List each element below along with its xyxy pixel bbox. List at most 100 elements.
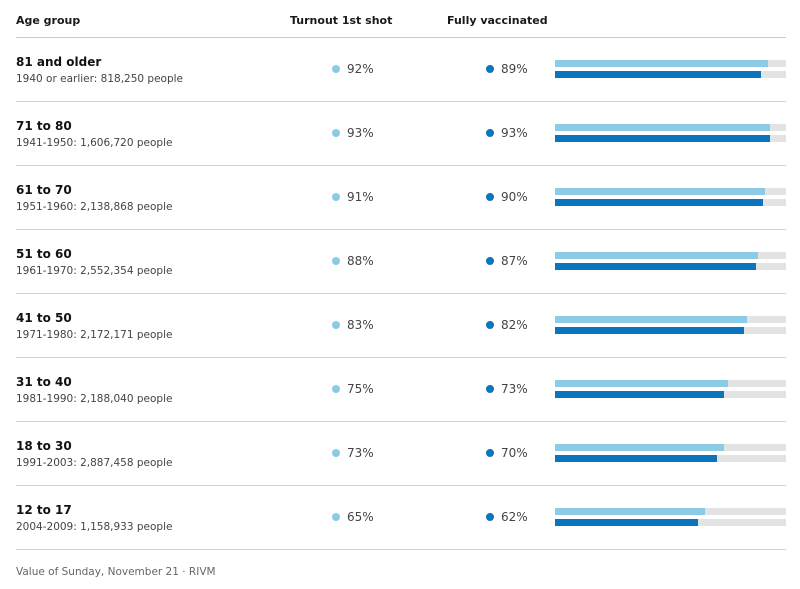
fully-vaccinated-label: 62% — [501, 510, 528, 524]
fully-vaccinated-bar-track — [555, 455, 786, 462]
first-shot-bar-track — [555, 380, 786, 387]
first-shot-bar — [555, 60, 768, 67]
first-shot-bar — [555, 380, 729, 387]
fully-vaccinated-bar — [555, 71, 761, 78]
turnout-first-shot-value: 73% — [332, 446, 374, 460]
fully-vaccinated-bar-track — [555, 519, 786, 526]
turnout-first-shot-value: 93% — [332, 126, 374, 140]
turnout-first-shot-value: 88% — [332, 254, 374, 268]
age-group-population: 1981-1990: 2,188,040 people — [16, 393, 173, 405]
fully-vaccinated-label: 73% — [501, 382, 528, 396]
fully-vaccinated-label: 70% — [501, 446, 528, 460]
turnout-first-shot-label: 91% — [347, 190, 374, 204]
turnout-first-shot-label: 65% — [347, 510, 374, 524]
header-age-group: Age group — [16, 14, 81, 27]
first-shot-dot-icon — [332, 321, 340, 329]
first-shot-bar-track — [555, 188, 786, 195]
first-shot-dot-icon — [332, 193, 340, 201]
turnout-first-shot-label: 93% — [347, 126, 374, 140]
first-shot-bar-track — [555, 124, 786, 131]
table-row: 61 to 70 1951-1960: 2,138,868 people 91% 90… — [16, 166, 786, 230]
turnout-first-shot-value: 92% — [332, 62, 374, 76]
age-group-label: 41 to 50 — [16, 311, 72, 325]
age-group-population: 1971-1980: 2,172,171 people — [16, 329, 173, 341]
fully-vaccinated-dot-icon — [486, 193, 494, 201]
table-row: 18 to 30 1991-2003: 2,887,458 people 73% 70… — [16, 422, 786, 486]
age-group-label: 51 to 60 — [16, 247, 72, 261]
age-group-label: 81 and older — [16, 55, 102, 69]
first-shot-dot-icon — [332, 449, 340, 457]
fully-vaccinated-bar-track — [555, 71, 786, 78]
fully-vaccinated-dot-icon — [486, 513, 494, 521]
table-header: Age group Turnout 1st shot Fully vaccina… — [16, 0, 786, 38]
turnout-first-shot-label: 83% — [347, 318, 374, 332]
age-group-population: 1940 or earlier: 818,250 people — [16, 73, 184, 85]
first-shot-bar — [555, 316, 747, 323]
fully-vaccinated-bar — [555, 135, 770, 142]
first-shot-bar-track — [555, 60, 786, 67]
first-shot-bar-track — [555, 316, 786, 323]
fully-vaccinated-dot-icon — [486, 65, 494, 73]
fully-vaccinated-bar-track — [555, 199, 786, 206]
turnout-first-shot-value: 65% — [332, 510, 374, 524]
fully-vaccinated-bar-track — [555, 135, 786, 142]
age-group-label: 31 to 40 — [16, 375, 72, 389]
fully-vaccinated-value: 90% — [486, 190, 528, 204]
table-rows: 81 and older 1940 or earlier: 818,250 peo… — [16, 38, 786, 550]
fully-vaccinated-label: 93% — [501, 126, 528, 140]
fully-vaccinated-dot-icon — [486, 449, 494, 457]
fully-vaccinated-value: 93% — [486, 126, 528, 140]
age-group-population: 1951-1960: 2,138,868 people — [16, 201, 173, 213]
turnout-first-shot-value: 83% — [332, 318, 374, 332]
fully-vaccinated-label: 89% — [501, 62, 528, 76]
header-turnout-first-shot: Turnout 1st shot — [290, 14, 393, 27]
fully-vaccinated-bar-track — [555, 391, 786, 398]
table-row: 31 to 40 1981-1990: 2,188,040 people 75% 73… — [16, 358, 786, 422]
first-shot-dot-icon — [332, 513, 340, 521]
table-row: 12 to 17 2004-2009: 1,158,933 people 65% 62… — [16, 486, 786, 550]
age-group-population: 1961-1970: 2,552,354 people — [16, 265, 173, 277]
table-row: 41 to 50 1971-1980: 2,172,171 people 83% 82… — [16, 294, 786, 358]
first-shot-bar-track — [555, 252, 786, 259]
fully-vaccinated-value: 89% — [486, 62, 528, 76]
turnout-first-shot-label: 88% — [347, 254, 374, 268]
first-shot-bar-track — [555, 444, 786, 451]
first-shot-dot-icon — [332, 385, 340, 393]
fully-vaccinated-bar — [555, 519, 699, 526]
fully-vaccinated-label: 82% — [501, 318, 528, 332]
turnout-first-shot-value: 75% — [332, 382, 374, 396]
turnout-first-shot-label: 75% — [347, 382, 374, 396]
first-shot-bar — [555, 188, 766, 195]
age-group-label: 18 to 30 — [16, 439, 72, 453]
fully-vaccinated-bar — [555, 199, 763, 206]
age-group-population: 2004-2009: 1,158,933 people — [16, 521, 173, 533]
table-row: 81 and older 1940 or earlier: 818,250 peo… — [16, 38, 786, 102]
fully-vaccinated-value: 87% — [486, 254, 528, 268]
fully-vaccinated-bar — [555, 263, 756, 270]
fully-vaccinated-label: 90% — [501, 190, 528, 204]
first-shot-bar-track — [555, 508, 786, 515]
turnout-first-shot-label: 92% — [347, 62, 374, 76]
fully-vaccinated-value: 70% — [486, 446, 528, 460]
first-shot-dot-icon — [332, 65, 340, 73]
turnout-first-shot-value: 91% — [332, 190, 374, 204]
fully-vaccinated-dot-icon — [486, 129, 494, 137]
fully-vaccinated-value: 62% — [486, 510, 528, 524]
age-group-label: 61 to 70 — [16, 183, 72, 197]
first-shot-bar — [555, 252, 759, 259]
fully-vaccinated-bar-track — [555, 327, 786, 334]
first-shot-dot-icon — [332, 257, 340, 265]
table-row: 51 to 60 1961-1970: 2,552,354 people 88% 87… — [16, 230, 786, 294]
age-group-population: 1991-2003: 2,887,458 people — [16, 457, 173, 469]
fully-vaccinated-dot-icon — [486, 321, 494, 329]
source-note: Value of Sunday, November 21 · RIVM — [16, 566, 216, 578]
first-shot-bar — [555, 124, 770, 131]
age-group-population: 1941-1950: 1,606,720 people — [16, 137, 173, 149]
fully-vaccinated-bar-track — [555, 263, 786, 270]
first-shot-bar — [555, 508, 706, 515]
age-group-label: 12 to 17 — [16, 503, 72, 517]
fully-vaccinated-bar — [555, 391, 724, 398]
vaccination-table: Age group Turnout 1st shot Fully vaccina… — [16, 0, 786, 550]
first-shot-bar — [555, 444, 724, 451]
turnout-first-shot-label: 73% — [347, 446, 374, 460]
